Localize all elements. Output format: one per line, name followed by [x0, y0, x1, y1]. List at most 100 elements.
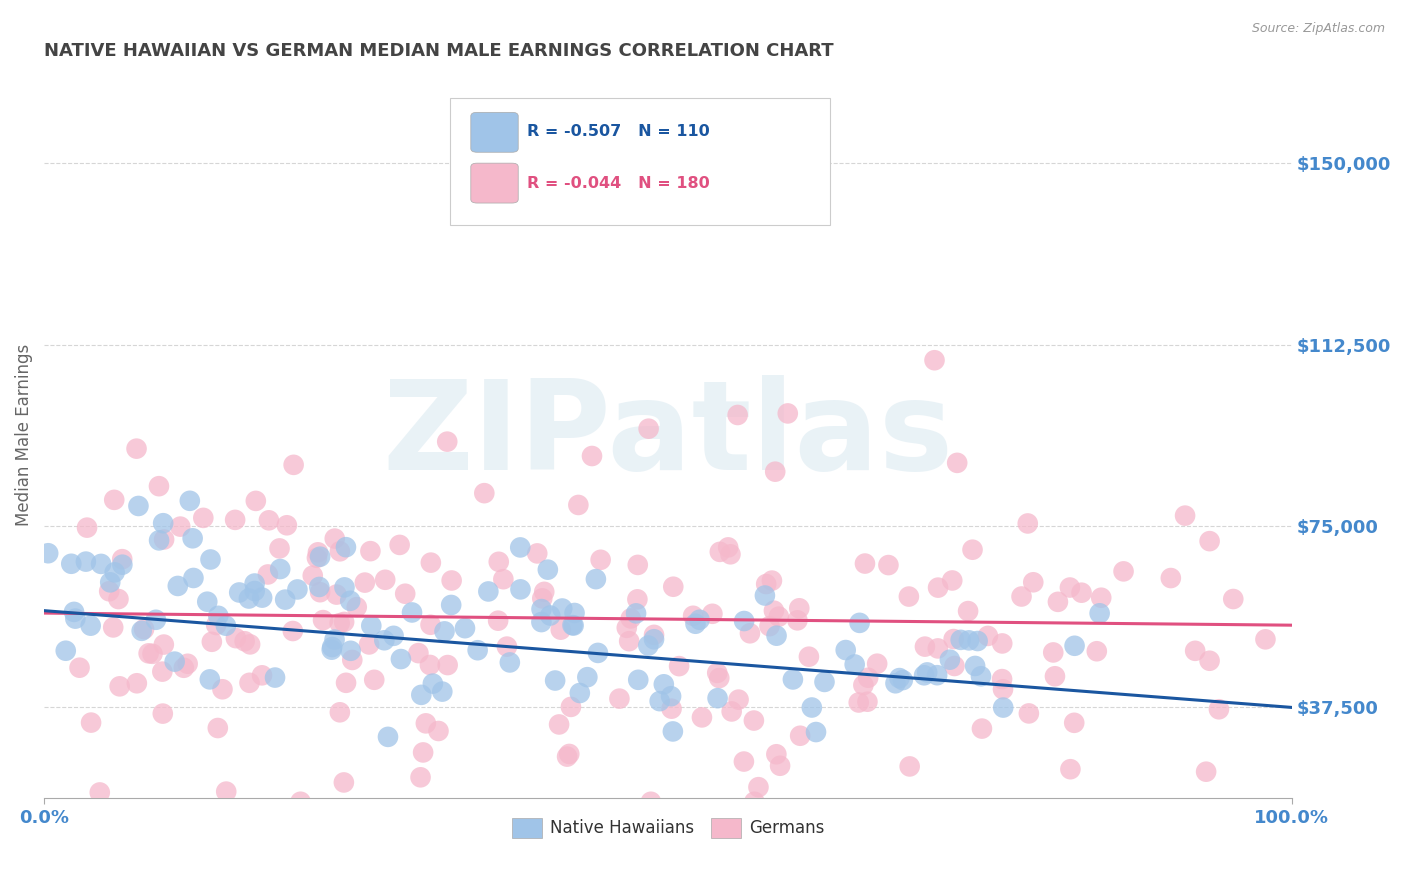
Point: [335, 675, 357, 690]
Point: [436, 434, 458, 449]
Point: [287, 582, 309, 597]
Point: [264, 671, 287, 685]
Point: [548, 717, 571, 731]
Point: [744, 795, 766, 809]
Point: [530, 615, 553, 629]
Point: [211, 682, 233, 697]
Point: [307, 545, 329, 559]
Point: [269, 562, 291, 576]
Point: [169, 519, 191, 533]
Point: [193, 511, 215, 525]
Point: [250, 591, 273, 605]
Point: [325, 588, 347, 602]
Point: [787, 601, 810, 615]
Point: [422, 676, 444, 690]
Point: [581, 449, 603, 463]
Point: [924, 353, 946, 368]
Point: [1042, 645, 1064, 659]
Point: [181, 531, 204, 545]
Point: [586, 646, 609, 660]
Point: [555, 749, 578, 764]
Point: [215, 618, 238, 632]
Point: [661, 701, 683, 715]
Point: [419, 617, 441, 632]
FancyBboxPatch shape: [471, 112, 519, 153]
Point: [440, 574, 463, 588]
Point: [374, 573, 396, 587]
Point: [1254, 632, 1277, 647]
Point: [257, 567, 280, 582]
Point: [55, 644, 77, 658]
Point: [60, 557, 83, 571]
Point: [467, 643, 489, 657]
Point: [224, 513, 246, 527]
Point: [627, 558, 650, 572]
Point: [309, 585, 332, 599]
Point: [754, 589, 776, 603]
Point: [176, 657, 198, 671]
Point: [643, 628, 665, 642]
Point: [166, 579, 188, 593]
Point: [702, 607, 724, 621]
Point: [1046, 595, 1069, 609]
Point: [353, 575, 375, 590]
Point: [941, 574, 963, 588]
Point: [104, 566, 127, 580]
Point: [897, 590, 920, 604]
Point: [496, 640, 519, 654]
Point: [1198, 534, 1220, 549]
Point: [970, 669, 993, 683]
Point: [333, 775, 356, 789]
Point: [942, 632, 965, 646]
Point: [1208, 702, 1230, 716]
Point: [648, 694, 671, 708]
Point: [329, 616, 352, 631]
Point: [75, 555, 97, 569]
Point: [409, 770, 432, 784]
Point: [333, 615, 356, 629]
Point: [215, 784, 238, 798]
Point: [148, 479, 170, 493]
Point: [685, 616, 707, 631]
Point: [152, 516, 174, 531]
Point: [643, 632, 665, 647]
Point: [377, 730, 399, 744]
Point: [132, 622, 155, 636]
Legend: Native Hawaiians, Germans: Native Hawaiians, Germans: [505, 812, 831, 844]
Point: [946, 456, 969, 470]
Point: [616, 621, 638, 635]
Point: [98, 575, 121, 590]
Point: [432, 684, 454, 698]
Point: [526, 546, 548, 560]
Point: [107, 592, 129, 607]
Point: [207, 721, 229, 735]
Point: [957, 604, 980, 618]
Point: [411, 688, 433, 702]
Point: [200, 552, 222, 566]
Point: [970, 722, 993, 736]
Point: [733, 614, 755, 628]
Point: [1059, 581, 1081, 595]
Point: [1063, 715, 1085, 730]
Point: [533, 585, 555, 599]
Point: [789, 729, 811, 743]
Y-axis label: Median Male Earnings: Median Male Earnings: [15, 344, 32, 526]
Point: [1088, 607, 1111, 621]
Point: [153, 638, 176, 652]
Point: [1174, 508, 1197, 523]
Point: [145, 613, 167, 627]
Point: [626, 592, 648, 607]
Point: [76, 521, 98, 535]
Point: [388, 538, 411, 552]
Point: [373, 633, 395, 648]
Point: [79, 618, 101, 632]
Point: [103, 492, 125, 507]
Point: [652, 677, 675, 691]
Point: [1070, 585, 1092, 599]
Point: [848, 615, 870, 630]
Point: [477, 584, 499, 599]
Point: [1063, 639, 1085, 653]
Text: R = -0.044   N = 180: R = -0.044 N = 180: [527, 176, 710, 191]
Point: [1085, 644, 1108, 658]
Point: [509, 582, 531, 597]
